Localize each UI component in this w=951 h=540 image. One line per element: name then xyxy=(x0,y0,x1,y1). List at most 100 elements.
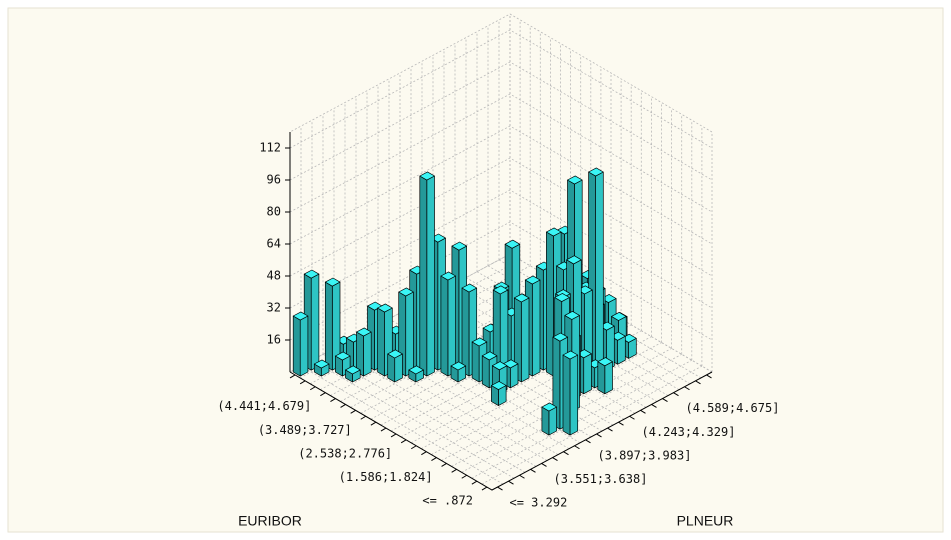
floor-grid xyxy=(471,359,692,479)
bar-side xyxy=(419,175,428,377)
bar-side xyxy=(387,353,396,383)
bar xyxy=(597,357,613,395)
x-tick xyxy=(481,486,488,491)
bar-side xyxy=(548,406,557,436)
bar xyxy=(419,171,435,377)
bar-top xyxy=(504,239,521,249)
x-tick-label: (3.489;3.727] xyxy=(258,423,352,437)
y-tick xyxy=(497,486,503,491)
y-tick xyxy=(508,480,514,485)
floor-grid xyxy=(441,342,662,461)
bar-top xyxy=(461,283,478,293)
bar-side xyxy=(310,273,320,371)
front-axes xyxy=(289,371,713,491)
bar-top xyxy=(292,311,309,321)
y-tick xyxy=(706,374,712,379)
y-tick xyxy=(629,415,635,420)
y-tick xyxy=(552,457,558,461)
bar-side xyxy=(440,275,449,377)
z-tick-label: 112 xyxy=(259,141,281,155)
x-tick xyxy=(421,451,427,456)
bar xyxy=(491,381,507,406)
y-tick xyxy=(596,433,602,438)
bar-top xyxy=(440,271,456,281)
bar-top xyxy=(524,275,541,285)
bar-side xyxy=(604,361,613,395)
bar-top xyxy=(481,351,498,361)
x-tick xyxy=(370,421,377,426)
floor-grid xyxy=(377,324,581,444)
bar-side xyxy=(471,341,480,383)
bar-side xyxy=(617,335,626,365)
y-axis-title: PLNEUR xyxy=(677,513,734,529)
x-tick xyxy=(451,468,457,473)
bar-top xyxy=(564,310,580,320)
bar-side xyxy=(531,279,541,377)
grid-line xyxy=(289,221,713,341)
x-tick xyxy=(289,374,296,379)
bar-side xyxy=(461,287,470,377)
y-tick xyxy=(607,427,613,432)
bar xyxy=(562,350,579,436)
floor-grid xyxy=(355,336,559,455)
bar-top xyxy=(345,365,361,375)
bar xyxy=(313,359,330,377)
y-tick xyxy=(673,392,679,397)
bar-top xyxy=(562,350,579,360)
wall-edge xyxy=(289,13,713,133)
bar xyxy=(513,293,530,383)
x-tick xyxy=(320,392,326,397)
y-tick-label: <= 3.292 xyxy=(510,496,568,510)
z-tick-label: 96 xyxy=(267,173,281,187)
y-tick xyxy=(640,409,646,414)
bar-top xyxy=(566,255,582,265)
bar xyxy=(335,351,351,377)
y-tick xyxy=(585,439,591,444)
y-tick xyxy=(563,451,569,456)
floor-grid xyxy=(481,365,703,485)
grid-line xyxy=(289,29,713,149)
x-tick-label: (4.441;4.679] xyxy=(217,399,311,413)
y-tick xyxy=(695,380,701,385)
bar-top xyxy=(419,171,435,181)
x-tick xyxy=(309,386,316,391)
x-tick xyxy=(330,398,336,402)
bar-top xyxy=(387,349,403,359)
x-tick-label: <= .872 xyxy=(422,494,473,508)
bar-side xyxy=(292,315,301,377)
y-tick xyxy=(574,445,580,450)
bar xyxy=(541,402,557,436)
bar-top xyxy=(492,285,509,295)
bar xyxy=(345,365,361,383)
bar xyxy=(440,271,456,377)
y-tick-label: (3.551;3.638] xyxy=(554,472,648,486)
bar-top xyxy=(611,311,627,321)
z-tick-label: 80 xyxy=(267,205,281,219)
bar-top xyxy=(491,361,508,371)
bar-top xyxy=(303,269,320,279)
bar-top xyxy=(588,167,604,177)
floor-grid xyxy=(366,330,570,450)
z-tick-label: 64 xyxy=(267,237,281,251)
bar-side xyxy=(405,291,414,377)
x-tick xyxy=(360,415,367,420)
bar-side xyxy=(447,275,456,377)
bar-top xyxy=(597,357,613,367)
bar-side xyxy=(569,354,579,436)
bar xyxy=(356,327,372,377)
bar-top xyxy=(356,327,372,337)
y-tick xyxy=(530,468,536,473)
bar-top xyxy=(450,361,467,371)
bar-top xyxy=(552,332,568,342)
bar-side xyxy=(394,353,403,383)
floor-grid xyxy=(344,342,548,461)
bar xyxy=(387,349,403,383)
bar xyxy=(292,311,309,377)
bar-side xyxy=(583,353,592,395)
bar-top xyxy=(408,365,424,375)
bar-side xyxy=(520,297,530,383)
x-tick xyxy=(390,433,397,438)
x-tick-label: (2.538;2.776] xyxy=(298,446,392,460)
bar-top xyxy=(513,293,530,303)
grid-line xyxy=(289,189,713,309)
